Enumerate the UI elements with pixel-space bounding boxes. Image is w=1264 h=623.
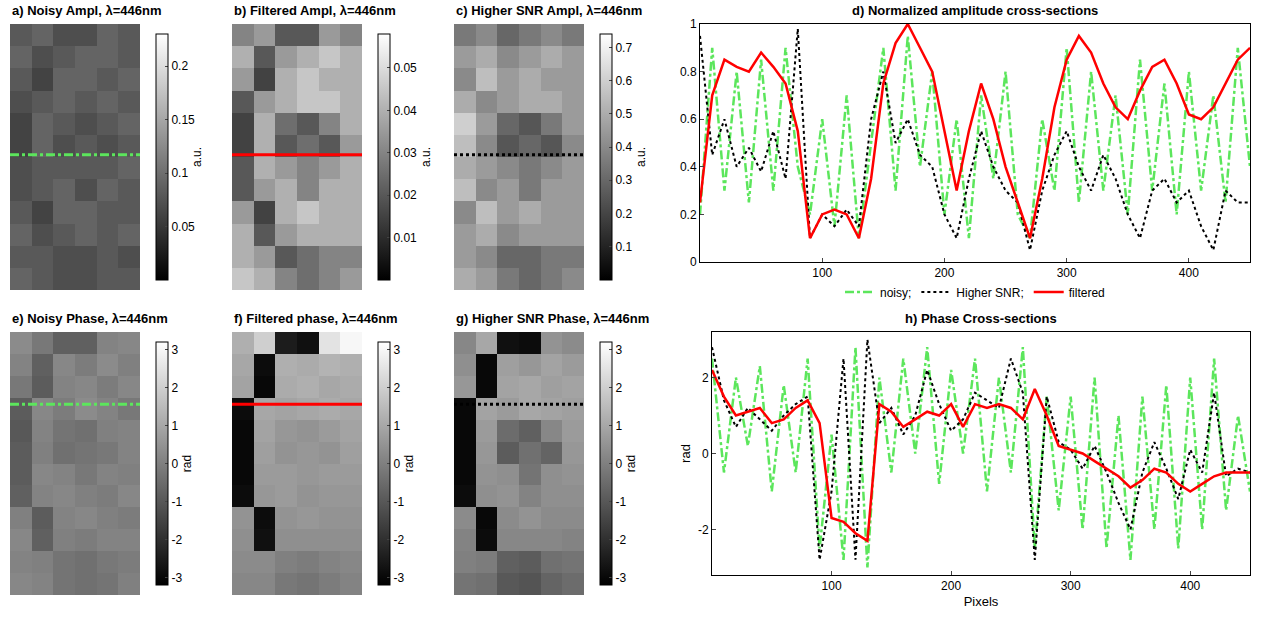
- svg-text:noisy;: noisy;: [880, 286, 911, 300]
- svg-text:0: 0: [702, 447, 709, 461]
- svg-text:0.1: 0.1: [615, 240, 632, 254]
- svg-text:1: 1: [171, 419, 178, 433]
- svg-text:-3: -3: [171, 571, 182, 585]
- svg-text:Higher SNR;: Higher SNR;: [956, 286, 1023, 300]
- svg-text:a) Noisy Ampl, λ=446nm: a) Noisy Ampl, λ=446nm: [12, 3, 161, 18]
- svg-text:a.u.: a.u.: [190, 147, 204, 167]
- svg-text:2: 2: [393, 381, 400, 395]
- svg-text:-2: -2: [615, 533, 626, 547]
- svg-text:400: 400: [1179, 266, 1199, 280]
- svg-text:2: 2: [702, 371, 709, 385]
- svg-text:0: 0: [615, 457, 622, 471]
- svg-text:f) Filtered phase, λ=446nm: f) Filtered phase, λ=446nm: [234, 311, 398, 326]
- svg-text:0.05: 0.05: [171, 220, 195, 234]
- svg-text:0.2: 0.2: [615, 207, 632, 221]
- svg-text:-1: -1: [393, 495, 404, 509]
- svg-text:0.6: 0.6: [680, 112, 697, 126]
- svg-text:0.4: 0.4: [615, 140, 632, 154]
- svg-text:3: 3: [393, 343, 400, 357]
- svg-text:0.8: 0.8: [680, 65, 697, 79]
- svg-text:0.03: 0.03: [393, 146, 417, 160]
- svg-text:200: 200: [941, 579, 961, 593]
- svg-text:0.3: 0.3: [615, 173, 632, 187]
- svg-text:-1: -1: [615, 495, 626, 509]
- svg-text:3: 3: [615, 343, 622, 357]
- svg-text:100: 100: [822, 579, 842, 593]
- svg-text:1: 1: [690, 17, 697, 31]
- svg-text:c) Higher SNR Ampl, λ=446nm: c) Higher SNR Ampl, λ=446nm: [456, 3, 642, 18]
- svg-text:-2: -2: [698, 523, 709, 537]
- svg-text:1: 1: [615, 419, 622, 433]
- svg-text:0.1: 0.1: [171, 166, 188, 180]
- svg-text:Pixels: Pixels: [964, 594, 999, 609]
- svg-text:d) Normalized amplitude cross-: d) Normalized amplitude cross-sections: [852, 3, 1098, 18]
- svg-text:b) Filtered Ampl, λ=446nm: b) Filtered Ampl, λ=446nm: [234, 3, 396, 18]
- svg-text:0.7: 0.7: [615, 41, 632, 55]
- svg-text:e) Noisy Phase, λ=446nm: e) Noisy Phase, λ=446nm: [12, 311, 168, 326]
- svg-text:filtered: filtered: [1069, 286, 1105, 300]
- svg-text:0: 0: [171, 457, 178, 471]
- svg-text:0.05: 0.05: [393, 61, 417, 75]
- svg-text:300: 300: [1057, 266, 1077, 280]
- svg-text:0.2: 0.2: [171, 59, 188, 73]
- svg-text:0.02: 0.02: [393, 188, 417, 202]
- svg-text:0.5: 0.5: [615, 107, 632, 121]
- svg-text:-3: -3: [393, 571, 404, 585]
- svg-text:2: 2: [615, 381, 622, 395]
- svg-text:0.6: 0.6: [615, 74, 632, 88]
- svg-text:rad: rad: [402, 455, 416, 472]
- svg-text:-3: -3: [615, 571, 626, 585]
- svg-text:0: 0: [690, 255, 697, 269]
- svg-text:h) Phase Cross-sections: h) Phase Cross-sections: [905, 311, 1057, 326]
- svg-text:0.15: 0.15: [171, 113, 195, 127]
- svg-text:-2: -2: [171, 533, 182, 547]
- svg-text:3: 3: [171, 343, 178, 357]
- svg-text:0.04: 0.04: [393, 104, 417, 118]
- svg-text:1: 1: [393, 419, 400, 433]
- svg-text:rad: rad: [624, 455, 638, 472]
- svg-text:2: 2: [171, 381, 178, 395]
- svg-text:100: 100: [812, 266, 832, 280]
- svg-text:g) Higher SNR Phase, λ=446nm: g) Higher SNR Phase, λ=446nm: [456, 311, 649, 326]
- svg-text:0: 0: [393, 457, 400, 471]
- svg-text:0.2: 0.2: [680, 208, 697, 222]
- svg-text:a.u.: a.u.: [634, 147, 648, 167]
- svg-text:rad: rad: [678, 444, 693, 463]
- svg-text:a.u.: a.u.: [419, 147, 433, 167]
- svg-text:0.4: 0.4: [680, 160, 697, 174]
- svg-text:0.01: 0.01: [393, 231, 417, 245]
- svg-text:300: 300: [1061, 579, 1081, 593]
- svg-text:200: 200: [934, 266, 954, 280]
- svg-text:400: 400: [1180, 579, 1200, 593]
- svg-text:-1: -1: [171, 495, 182, 509]
- svg-text:rad: rad: [180, 455, 194, 472]
- svg-text:-2: -2: [393, 533, 404, 547]
